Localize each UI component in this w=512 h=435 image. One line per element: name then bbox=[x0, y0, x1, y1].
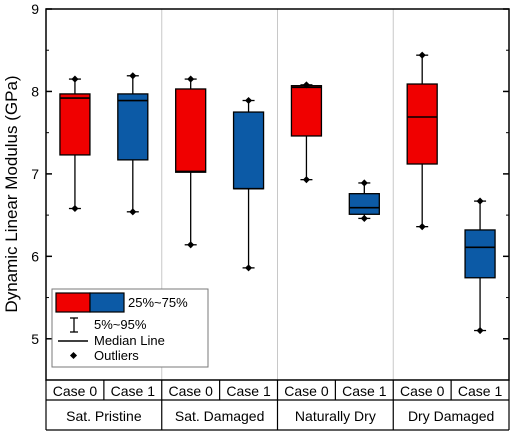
box-2-0 bbox=[290, 81, 323, 184]
group-label: Sat. Pristine bbox=[66, 408, 142, 424]
case-label: Case 1 bbox=[226, 383, 271, 399]
legend-label-median: Median Line bbox=[94, 333, 165, 348]
outlier-marker bbox=[129, 72, 137, 80]
legend-label-outliers: Outliers bbox=[94, 348, 139, 363]
iqr-box bbox=[464, 229, 496, 279]
legend-label-iqr: 25%~75% bbox=[128, 295, 188, 310]
iqr-box bbox=[117, 93, 149, 161]
outlier-marker bbox=[245, 96, 253, 105]
legend-swatch-case0 bbox=[55, 292, 91, 313]
iqr-box bbox=[406, 83, 438, 165]
y-axis-title: Dynamic Linear Modulus (GPa) bbox=[2, 75, 21, 312]
group-label: Dry Damaged bbox=[408, 408, 494, 424]
box-1-1 bbox=[232, 96, 265, 272]
outlier-marker bbox=[71, 204, 79, 213]
box-0-0 bbox=[59, 75, 91, 213]
outlier-marker bbox=[360, 179, 368, 187]
outlier-marker bbox=[476, 197, 484, 205]
outlier-marker bbox=[418, 51, 426, 59]
outlier-marker bbox=[71, 75, 79, 83]
iqr-box bbox=[232, 111, 265, 190]
category-table: Case 0 Case 1 Sat. Pristine Case 0 Case 1 Sat… bbox=[45, 380, 510, 431]
box-2-1 bbox=[348, 179, 380, 222]
box-1-0 bbox=[175, 75, 207, 249]
iqr-box bbox=[59, 93, 91, 156]
case-label: Case 1 bbox=[111, 383, 156, 399]
outlier-marker bbox=[360, 214, 368, 222]
box-3-0 bbox=[406, 51, 438, 231]
box-3-1 bbox=[464, 197, 496, 335]
outlier-marker bbox=[245, 264, 253, 272]
box-series bbox=[59, 51, 496, 335]
iqr-box bbox=[175, 88, 207, 173]
case-label: Case 1 bbox=[342, 383, 387, 399]
legend-label-whisker: 5%~95% bbox=[94, 317, 147, 332]
outlier-marker bbox=[187, 241, 195, 249]
group-label: Naturally Dry bbox=[295, 408, 376, 424]
group-label: Sat. Damaged bbox=[175, 408, 265, 424]
y-tick-label: 6 bbox=[31, 248, 39, 264]
outlier-marker bbox=[302, 176, 310, 184]
outlier-marker bbox=[476, 326, 484, 335]
outlier-marker bbox=[187, 75, 195, 83]
legend-swatch-case1 bbox=[89, 292, 125, 313]
y-axis: 5 6 7 8 9 bbox=[31, 1, 509, 381]
outlier-marker bbox=[129, 208, 137, 216]
case-label: Case 1 bbox=[458, 383, 503, 399]
outlier-marker bbox=[302, 81, 310, 89]
outlier-marker bbox=[418, 223, 426, 231]
iqr-box bbox=[290, 85, 323, 137]
case-label: Case 0 bbox=[400, 383, 445, 399]
case-label: Case 0 bbox=[53, 383, 98, 399]
legend-outlier-symbol bbox=[69, 351, 78, 360]
case-label: Case 0 bbox=[284, 383, 329, 399]
case-label: Case 0 bbox=[169, 383, 214, 399]
box-0-1 bbox=[117, 72, 149, 216]
y-tick-label: 5 bbox=[31, 331, 39, 347]
y-tick-label: 9 bbox=[31, 1, 39, 17]
y-tick-label: 7 bbox=[31, 166, 39, 182]
iqr-box bbox=[348, 193, 380, 215]
y-tick-label: 8 bbox=[31, 83, 39, 99]
